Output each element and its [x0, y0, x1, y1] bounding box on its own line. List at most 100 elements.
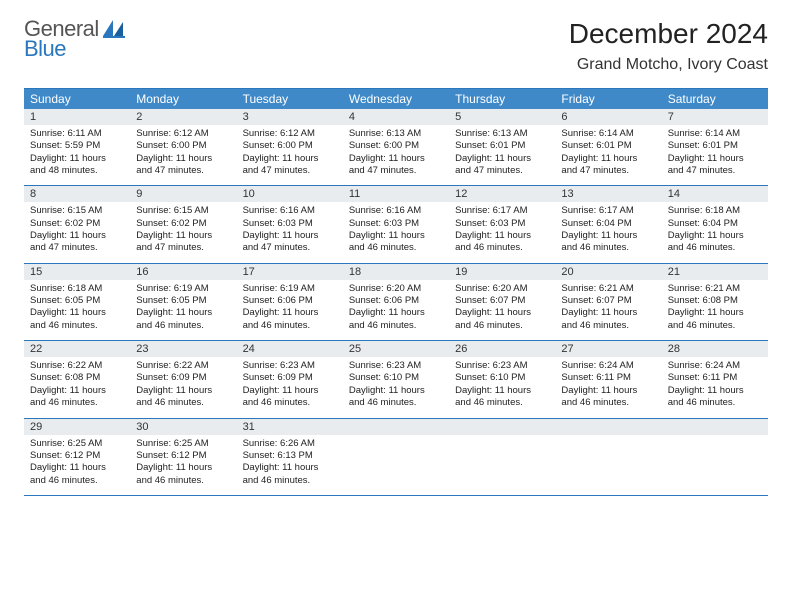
day-number: 1	[24, 109, 130, 125]
day-body: Sunrise: 6:25 AMSunset: 6:12 PMDaylight:…	[130, 435, 236, 495]
day-body: Sunrise: 6:18 AMSunset: 6:04 PMDaylight:…	[662, 202, 768, 262]
week-row: 1234567Sunrise: 6:11 AMSunset: 5:59 PMDa…	[24, 109, 768, 186]
daynum-row: 891011121314	[24, 186, 768, 202]
day-body: Sunrise: 6:20 AMSunset: 6:07 PMDaylight:…	[449, 280, 555, 340]
title-block: December 2024 Grand Motcho, Ivory Coast	[569, 18, 768, 74]
sunrise-line: Sunrise: 6:14 AM	[561, 128, 655, 140]
sunset-line: Sunset: 6:07 PM	[455, 295, 549, 307]
sunrise-line: Sunrise: 6:18 AM	[668, 205, 762, 217]
day-number: 14	[662, 186, 768, 202]
sunrise-line: Sunrise: 6:23 AM	[243, 360, 337, 372]
daylight-line: Daylight: 11 hours and 46 minutes.	[136, 462, 230, 487]
sunrise-line: Sunrise: 6:17 AM	[561, 205, 655, 217]
sunset-line: Sunset: 6:06 PM	[243, 295, 337, 307]
sunset-line: Sunset: 6:03 PM	[455, 218, 549, 230]
day-body: Sunrise: 6:19 AMSunset: 6:06 PMDaylight:…	[237, 280, 343, 340]
sunrise-line: Sunrise: 6:16 AM	[243, 205, 337, 217]
sunset-line: Sunset: 6:10 PM	[455, 372, 549, 384]
day-body-row: Sunrise: 6:18 AMSunset: 6:05 PM Daylight:…	[24, 280, 768, 340]
day-number: 2	[130, 109, 236, 125]
day-number: 21	[662, 264, 768, 280]
dow-cell: Thursday	[449, 89, 555, 109]
sunset-line: Sunset: 6:09 PM	[136, 372, 230, 384]
daylight-line: Daylight: 11 hours and 46 minutes.	[30, 385, 124, 410]
sunrise-line: Sunrise: 6:20 AM	[349, 283, 443, 295]
day-body: Sunrise: 6:21 AMSunset: 6:08 PMDaylight:…	[662, 280, 768, 340]
day-body-row: Sunrise: 6:15 AMSunset: 6:02 PMDaylight:…	[24, 202, 768, 262]
sunset-line: Sunset: 6:11 PM	[561, 372, 655, 384]
sunset-line: Sunset: 6:00 PM	[243, 140, 337, 152]
sunset-line: Sunset: 6:00 PM	[349, 140, 443, 152]
daylight-line: Daylight: 11 hours and 47 minutes.	[455, 153, 549, 178]
sunset-line: Sunset: 6:07 PM	[561, 295, 655, 307]
day-body: Sunrise: 6:12 AMSunset: 6:00 PMDaylight:…	[130, 125, 236, 185]
day-body: Sunrise: 6:26 AMSunset: 6:13 PMDaylight:…	[237, 435, 343, 495]
day-body: Sunrise: 6:11 AMSunset: 5:59 PMDaylight:…	[24, 125, 130, 185]
daylight-line: Daylight: 11 hours and 46 minutes.	[349, 307, 443, 332]
sunset-line: Sunset: 6:08 PM	[668, 295, 762, 307]
day-body: Sunrise: 6:23 AMSunset: 6:10 PMDaylight:…	[449, 357, 555, 417]
sunrise-line: Sunrise: 6:18 AM	[30, 283, 124, 295]
sunset-line: Sunset: 6:08 PM	[30, 372, 124, 384]
day-number: 30	[130, 419, 236, 435]
daylight-line: Daylight: 11 hours and 46 minutes.	[243, 307, 337, 332]
day-body: Sunrise: 6:16 AMSunset: 6:03 PMDaylight:…	[343, 202, 449, 262]
sunrise-line: Sunrise: 6:25 AM	[136, 438, 230, 450]
day-number: 15	[24, 264, 130, 280]
brand-logo: General Blue	[24, 18, 125, 60]
daylight-line: Daylight: 11 hours and 48 minutes.	[30, 153, 124, 178]
sunrise-line: Sunrise: 6:12 AM	[136, 128, 230, 140]
daylight-line: Daylight: 11 hours and 47 minutes.	[349, 153, 443, 178]
day-number: 12	[449, 186, 555, 202]
sunset-line: Sunset: 6:11 PM	[668, 372, 762, 384]
sunset-line: Sunset: 6:05 PM	[30, 295, 124, 307]
day-body: Sunrise: 6:21 AMSunset: 6:07 PMDaylight:…	[555, 280, 661, 340]
day-body: Sunrise: 6:17 AMSunset: 6:04 PMDaylight:…	[555, 202, 661, 262]
sunset-line: Sunset: 6:01 PM	[668, 140, 762, 152]
day-body-row: Sunrise: 6:11 AMSunset: 5:59 PMDaylight:…	[24, 125, 768, 185]
day-number: 7	[662, 109, 768, 125]
daylight-line: Daylight: 11 hours and 47 minutes.	[136, 230, 230, 255]
sunset-line: Sunset: 6:03 PM	[349, 218, 443, 230]
day-number: 22	[24, 341, 130, 357]
day-body: Sunrise: 6:22 AMSunset: 6:08 PMDaylight:…	[24, 357, 130, 417]
day-body: Sunrise: 6:13 AMSunset: 6:01 PMDaylight:…	[449, 125, 555, 185]
day-number	[449, 419, 555, 435]
sunrise-line: Sunrise: 6:13 AM	[349, 128, 443, 140]
day-body: Sunrise: 6:16 AMSunset: 6:03 PMDaylight:…	[237, 202, 343, 262]
day-body: Sunrise: 6:24 AMSunset: 6:11 PMDaylight:…	[555, 357, 661, 417]
day-number: 16	[130, 264, 236, 280]
daynum-row: 22232425262728	[24, 341, 768, 357]
dow-cell: Sunday	[24, 89, 130, 109]
daylight-line: Daylight: 11 hours and 47 minutes.	[243, 230, 337, 255]
sunrise-line: Sunrise: 6:11 AM	[30, 128, 124, 140]
sunrise-line: Sunrise: 6:25 AM	[30, 438, 124, 450]
day-body: Sunrise: 6:20 AMSunset: 6:06 PMDaylight:…	[343, 280, 449, 340]
daylight-line: Daylight: 11 hours and 46 minutes.	[243, 385, 337, 410]
dow-cell: Saturday	[662, 89, 768, 109]
daylight-line: Daylight: 11 hours and 46 minutes.	[243, 462, 337, 487]
day-number: 8	[24, 186, 130, 202]
sunset-line: Sunset: 6:03 PM	[243, 218, 337, 230]
sunrise-line: Sunrise: 6:13 AM	[455, 128, 549, 140]
day-body: Sunrise: 6:23 AMSunset: 6:09 PMDaylight:…	[237, 357, 343, 417]
sunset-line: Sunset: 6:06 PM	[349, 295, 443, 307]
day-body: Sunrise: 6:14 AMSunset: 6:01 PMDaylight:…	[555, 125, 661, 185]
week-row: 293031Sunrise: 6:25 AMSunset: 6:12 PMDay…	[24, 419, 768, 496]
daylight-line: Daylight: 11 hours and 46 minutes.	[561, 385, 655, 410]
week-row: 891011121314Sunrise: 6:15 AMSunset: 6:02…	[24, 186, 768, 263]
daylight-line: Daylight: 11 hours and 46 minutes.	[668, 230, 762, 255]
week-row: 15161718192021Sunrise: 6:18 AMSunset: 6:…	[24, 264, 768, 341]
sunset-line: Sunset: 6:12 PM	[30, 450, 124, 462]
sunrise-line: Sunrise: 6:19 AM	[243, 283, 337, 295]
day-body: Sunrise: 6:24 AMSunset: 6:11 PMDaylight:…	[662, 357, 768, 417]
day-body: Sunrise: 6:12 AMSunset: 6:00 PMDaylight:…	[237, 125, 343, 185]
day-body: Sunrise: 6:25 AMSunset: 6:12 PMDaylight:…	[24, 435, 130, 495]
day-number: 29	[24, 419, 130, 435]
day-body	[449, 435, 555, 495]
day-number: 3	[237, 109, 343, 125]
day-body: Sunrise: 6:22 AMSunset: 6:09 PMDaylight:…	[130, 357, 236, 417]
sunrise-line: Sunrise: 6:22 AM	[30, 360, 124, 372]
sunset-line: Sunset: 6:04 PM	[561, 218, 655, 230]
daylight-line: Daylight: 11 hours and 46 minutes.	[349, 230, 443, 255]
